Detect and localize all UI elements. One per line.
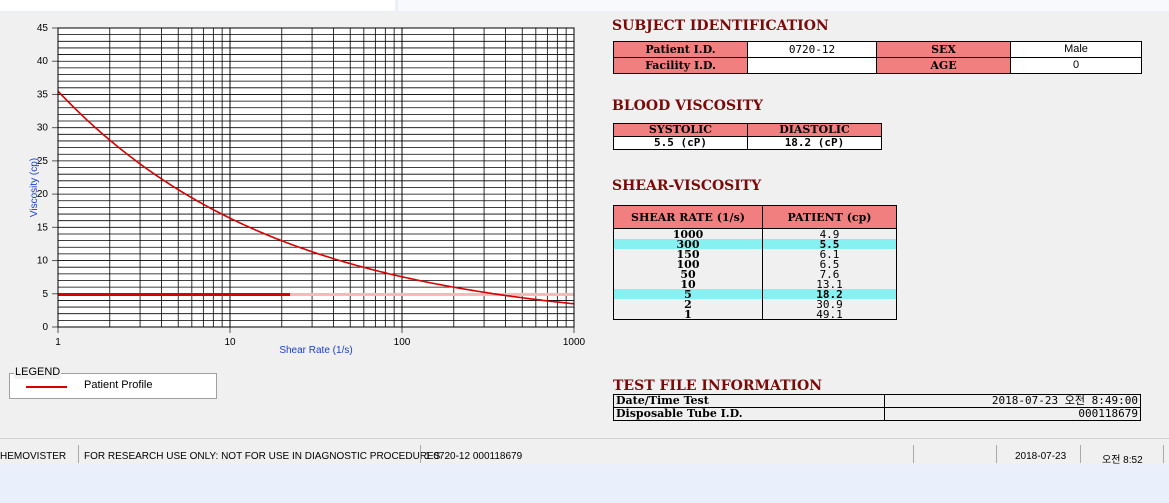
shear-row: 1 49.1	[613, 309, 897, 320]
x-tick-label: 1	[55, 337, 61, 348]
test-file-table: Date/Time Test 2018-07-23 오전 8:49:00 Dis…	[613, 394, 1141, 421]
date-time-value: 2018-07-23 오전 8:49:00	[884, 394, 1141, 408]
patient-viscosity-cell: 30.9	[762, 299, 897, 310]
shear-viscosity-title: SHEAR-VISCOSITY	[612, 178, 762, 194]
patient-viscosity-cell: 18.2	[762, 289, 897, 300]
facility-id-label: Facility I.D.	[613, 57, 748, 74]
date-time-label: Date/Time Test	[613, 394, 885, 408]
x-tick-label: 1000	[563, 337, 586, 348]
patient-viscosity-cell: 7.6	[762, 269, 897, 280]
shear-row: 2 30.9	[613, 299, 897, 310]
legend-label: Patient Profile	[84, 379, 153, 391]
x-axis-label: Shear Rate (1/s)	[279, 345, 352, 356]
patient-viscosity-cell: 13.1	[762, 279, 897, 290]
x-tick-label: 100	[394, 337, 411, 348]
legend-caption: LEGEND	[14, 366, 62, 379]
desktop-background	[0, 464, 1169, 503]
patient-profile-curve	[57, 90, 575, 305]
chart-svg: 0 5 10 15 20 25 30 35 40 45 1 10 100 1000 Shear Rate (…	[29, 23, 586, 356]
tube-id-value: 000118679	[884, 407, 1141, 421]
patient-viscosity-cell: 4.9	[762, 228, 897, 239]
shear-rate-header: SHEAR RATE (1/s)	[613, 205, 763, 229]
y-tick-label: 5	[42, 289, 48, 300]
status-notice: FOR RESEARCH USE ONLY: NOT FOR USE IN DI…	[84, 451, 441, 462]
shear-rate-cell: 1	[613, 309, 763, 320]
status-separator	[78, 445, 79, 463]
patient-viscosity-cell: 49.1	[762, 309, 897, 320]
status-date: 2018-07-23	[1015, 451, 1067, 462]
shear-row: 5 18.2	[613, 289, 897, 300]
age-label: AGE	[876, 57, 1011, 74]
top-input-left	[0, 0, 395, 11]
y-tick-label: 40	[37, 56, 49, 67]
y-tick-label: 20	[37, 189, 49, 200]
blood-viscosity-table: SYSTOLIC DIASTOLIC 5.5 (cP) 18.2 (cP)	[613, 123, 882, 150]
diastolic-value: 18.2 (cP)	[747, 136, 882, 150]
x-tick-label: 10	[224, 337, 236, 348]
shear-row: 10 13.1	[613, 279, 897, 290]
status-app-name: HEMOVISTER	[0, 451, 67, 462]
top-input-right	[398, 0, 1169, 11]
shear-row: 300 5.5	[613, 239, 897, 250]
plot-border	[57, 27, 575, 328]
legend-box: LEGEND Patient Profile	[9, 366, 217, 399]
patient-id-label: Patient I.D.	[613, 41, 748, 58]
y-tick-label: 45	[37, 23, 49, 34]
shear-viscosity-table: SHEAR RATE (1/s) PATIENT (cp) 1000 4.9 300…	[613, 205, 897, 320]
patient-viscosity-cell: 6.5	[762, 259, 897, 270]
status-separator	[996, 445, 997, 463]
shear-row: 100 6.5	[613, 259, 897, 270]
patient-id-value: 0720-12	[747, 41, 877, 58]
facility-id-value	[747, 57, 877, 74]
systolic-label: SYSTOLIC	[613, 123, 748, 137]
y-tick-label: 15	[37, 222, 49, 233]
tube-id-label: Disposable Tube I.D.	[613, 407, 885, 421]
shear-row: 150 6.1	[613, 249, 897, 260]
y-tick-label: 10	[37, 256, 49, 267]
status-separator	[1080, 445, 1081, 463]
reference-line-faded	[290, 292, 574, 296]
age-value: 0	[1010, 57, 1142, 74]
top-strip	[0, 0, 1169, 12]
subject-table: Patient I.D. 0720-12 SEX Male Facility I…	[613, 41, 1142, 74]
status-bar: HEMOVISTER FOR RESEARCH USE ONLY: NOT FO…	[0, 438, 1169, 466]
blood-viscosity-title: BLOOD VISCOSITY	[612, 98, 764, 114]
patient-viscosity-cell: 5.5	[762, 239, 897, 250]
test-file-title: TEST FILE INFORMATION	[613, 378, 823, 394]
status-separator	[1163, 445, 1164, 463]
shear-row: 1000 4.9	[613, 228, 897, 239]
patient-header: PATIENT (cp)	[762, 205, 897, 229]
y-tick-label: 35	[37, 89, 49, 100]
legend-line-swatch	[26, 386, 67, 388]
y-tick-label: 30	[37, 123, 49, 134]
status-file: 1 0720-12 000118679	[425, 451, 523, 462]
plot-area	[57, 27, 575, 328]
shear-row: 50 7.6	[613, 269, 897, 280]
viscosity-chart: 0 5 10 15 20 25 30 35 40 45 1 10 100 1000 Shear Rate (…	[0, 12, 600, 360]
status-separator	[913, 445, 914, 463]
y-tick-label: 0	[42, 322, 48, 333]
sex-label: SEX	[876, 41, 1011, 58]
y-tick-label: 25	[37, 156, 49, 167]
patient-viscosity-cell: 6.1	[762, 249, 897, 260]
sex-value: Male	[1010, 41, 1142, 58]
status-time: 오전 8:52	[1102, 455, 1143, 466]
y-axis-label: Viscosity (cp)	[29, 158, 40, 217]
subject-title: SUBJECT IDENTIFICATION	[612, 18, 829, 34]
systolic-value: 5.5 (cP)	[613, 136, 748, 150]
status-separator	[420, 445, 421, 463]
diastolic-label: DIASTOLIC	[747, 123, 882, 137]
